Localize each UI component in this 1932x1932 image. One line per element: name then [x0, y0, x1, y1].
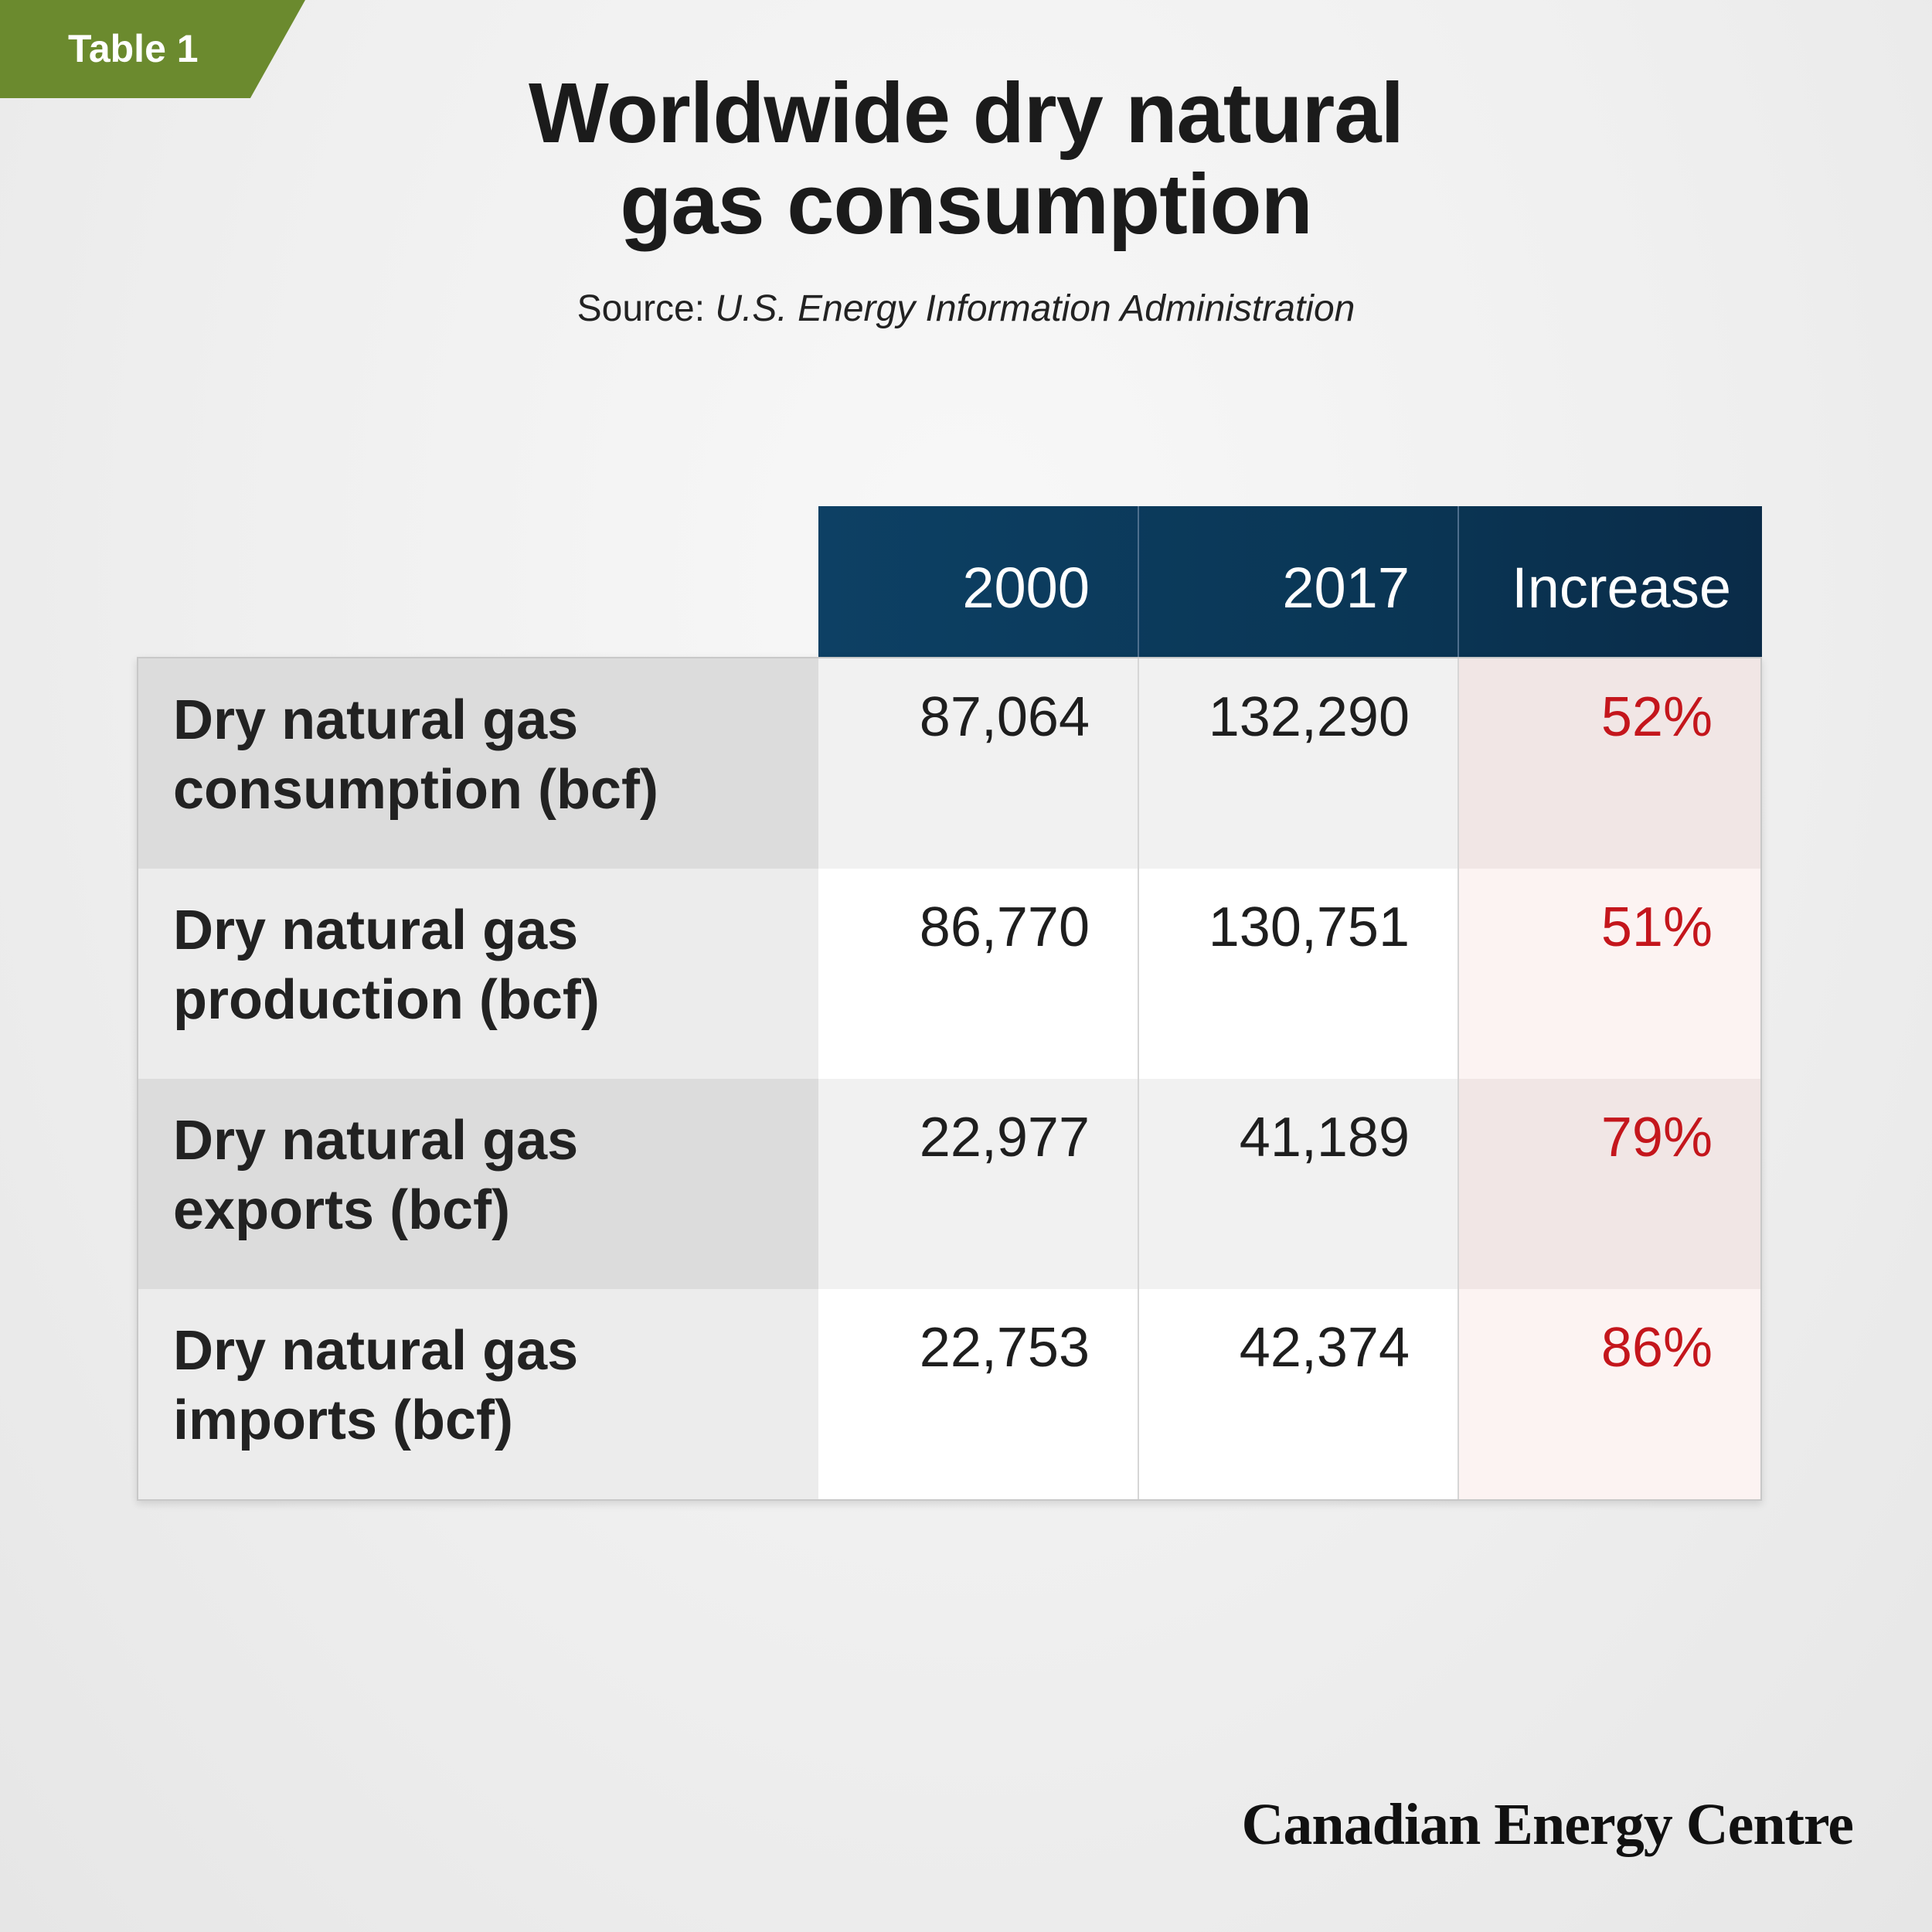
cell-2017: 132,290	[1138, 658, 1458, 869]
row-label: Dry natural gas imports (bcf)	[138, 1289, 818, 1499]
column-header-2017: 2017	[1138, 506, 1458, 657]
row-label-line: Dry natural gas	[173, 689, 579, 751]
table-number-tag: Table 1	[0, 0, 305, 98]
cell-2017: 130,751	[1138, 869, 1458, 1079]
row-label-line: exports (bcf)	[173, 1179, 511, 1241]
cell-2017: 42,374	[1138, 1289, 1458, 1499]
cell-increase: 52%	[1458, 658, 1760, 869]
row-label-line: consumption (bcf)	[173, 759, 658, 821]
cell-increase: 79%	[1458, 1079, 1760, 1289]
row-label-line: Dry natural gas	[173, 900, 579, 961]
cell-increase: 51%	[1458, 869, 1760, 1079]
row-label-line: Dry natural gas	[173, 1320, 579, 1382]
row-label: Dry natural gas production (bcf)	[138, 869, 818, 1079]
table-row: Dry natural gas consumption (bcf) 87,064…	[138, 658, 1760, 869]
cell-2000: 87,064	[818, 658, 1138, 869]
column-header-2000: 2000	[962, 556, 1090, 620]
cell-2017: 41,189	[1138, 1079, 1458, 1289]
table-row: Dry natural gas exports (bcf) 22,977 41,…	[138, 1079, 1760, 1289]
cell-2000: 22,753	[818, 1289, 1138, 1499]
row-label-line: imports (bcf)	[173, 1389, 513, 1451]
source-name: U.S. Energy Information Administration	[715, 288, 1355, 329]
cell-increase: 86%	[1458, 1289, 1760, 1499]
table-header: 2000 2017 Increase	[818, 506, 1762, 657]
page-title: Worldwide dry natural gas consumption	[0, 68, 1932, 250]
source-line: Source: U.S. Energy Information Administ…	[0, 287, 1932, 330]
row-label-line: production (bcf)	[173, 969, 600, 1031]
cell-2000: 22,977	[818, 1079, 1138, 1289]
brand-wordmark: Canadian Energy Centre	[1241, 1792, 1854, 1857]
cell-2000: 86,770	[818, 869, 1138, 1079]
column-header-increase: Increase	[1458, 506, 1762, 657]
title-line-2: gas consumption	[620, 157, 1313, 252]
source-label: Source:	[577, 288, 706, 329]
table-body: Dry natural gas consumption (bcf) 87,064…	[137, 657, 1762, 1501]
table-row: Dry natural gas imports (bcf) 22,753 42,…	[138, 1289, 1760, 1499]
row-label: Dry natural gas consumption (bcf)	[138, 658, 818, 869]
table-row: Dry natural gas production (bcf) 86,770 …	[138, 869, 1760, 1079]
title-line-1: Worldwide dry natural	[528, 66, 1404, 161]
row-label: Dry natural gas exports (bcf)	[138, 1079, 818, 1289]
row-label-line: Dry natural gas	[173, 1110, 579, 1172]
